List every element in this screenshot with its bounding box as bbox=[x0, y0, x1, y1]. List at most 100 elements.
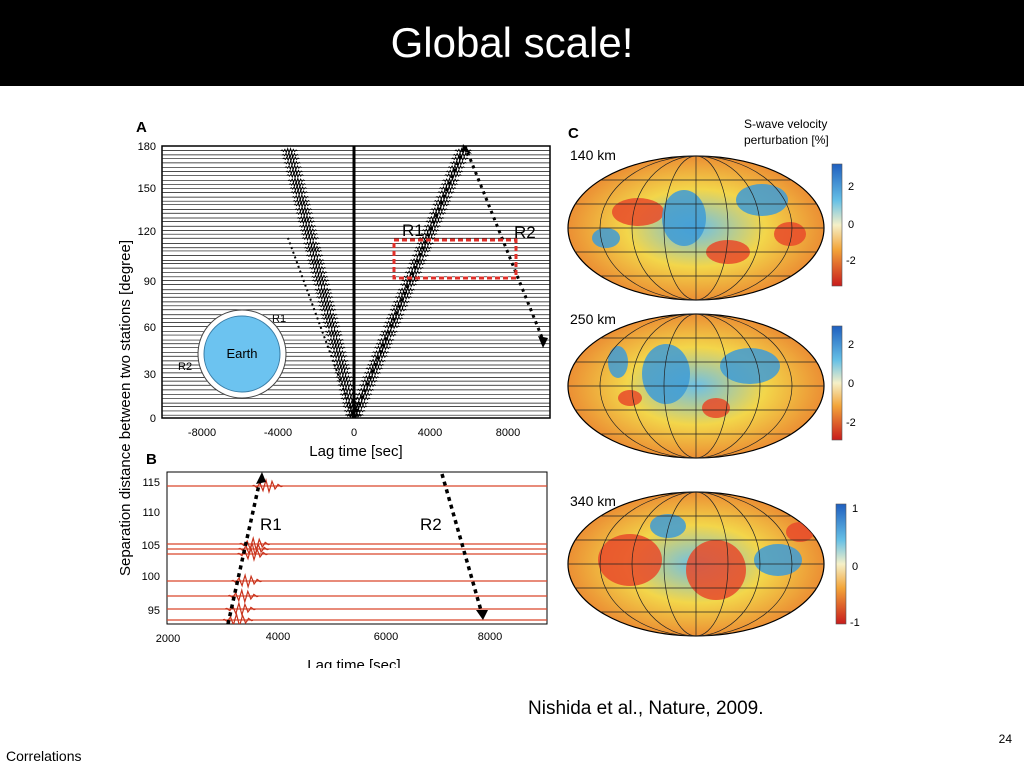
anomaly-patch bbox=[754, 544, 802, 576]
page-number: 24 bbox=[998, 732, 1012, 746]
r1-arrowhead bbox=[462, 144, 472, 154]
legend-line2: perturbation [%] bbox=[744, 133, 829, 147]
slide-title: Global scale! bbox=[390, 19, 634, 66]
panel-a-xlabel: Lag time [sec] bbox=[309, 443, 402, 460]
anomaly-patch bbox=[686, 540, 746, 600]
map3-depth: 340 km bbox=[570, 493, 616, 509]
b-xtick-8000: 8000 bbox=[478, 631, 502, 643]
b-r1-arrowhead bbox=[256, 472, 266, 484]
figure: A R1 R2 Earth R1 R2 180 150 120 90 60 30… bbox=[110, 108, 890, 668]
a-xtick-m4000: -4000 bbox=[264, 427, 292, 439]
anomaly-patch bbox=[702, 398, 730, 418]
map1-tick-mid: 0 bbox=[848, 219, 854, 231]
b-ytick-110: 110 bbox=[142, 507, 160, 519]
b-xtick-6000: 6000 bbox=[374, 631, 398, 643]
panel-c-label: C bbox=[568, 125, 579, 142]
a-xtick-8000: 8000 bbox=[496, 427, 520, 439]
a-wiggle bbox=[382, 323, 400, 331]
map2-graticule bbox=[568, 313, 824, 459]
r2-arrowhead bbox=[538, 336, 548, 348]
panel-b-r1-label: R1 bbox=[260, 515, 282, 534]
map2-tick-top: 2 bbox=[848, 339, 854, 351]
map3-graticule bbox=[568, 491, 824, 637]
b-wiggle bbox=[252, 477, 283, 495]
b-ytick-95: 95 bbox=[148, 605, 160, 617]
a-ytick-90: 90 bbox=[144, 276, 156, 288]
a-ytick-60: 60 bbox=[144, 322, 156, 334]
a-ytick-120: 120 bbox=[138, 226, 156, 238]
legend-line1: S-wave velocity bbox=[744, 117, 827, 131]
b-xtick-2000: 2000 bbox=[156, 633, 180, 645]
panel-a-x-ticks: -8000 -4000 0 4000 8000 bbox=[188, 427, 520, 439]
anomaly-patch bbox=[786, 522, 814, 542]
b-wiggle bbox=[237, 545, 268, 563]
a-wiggle bbox=[305, 252, 324, 260]
separation-ylabel: Separation distance between two stations… bbox=[117, 240, 134, 576]
a-wiggle bbox=[358, 381, 377, 389]
map3-colorbar bbox=[835, 503, 847, 625]
anomaly-patch bbox=[650, 514, 686, 538]
panel-b-traces bbox=[167, 477, 547, 624]
earth-icon bbox=[203, 315, 281, 393]
anomaly-patch bbox=[662, 190, 706, 246]
b-ytick-115: 115 bbox=[142, 477, 160, 489]
anomaly-patch bbox=[720, 348, 780, 384]
map2-tick-mid: 0 bbox=[848, 378, 854, 390]
b-wiggle bbox=[225, 600, 256, 618]
figure-svg: A R1 R2 Earth R1 R2 180 150 120 90 60 30… bbox=[117, 117, 860, 668]
panel-a-y-ticks: 180 150 120 90 60 30 0 bbox=[138, 141, 156, 425]
footer-label: Correlations bbox=[6, 748, 82, 764]
panel-b-x-ticks: 2000 4000 6000 8000 bbox=[156, 631, 502, 645]
map3-anomalies bbox=[598, 514, 814, 600]
a-ytick-150: 150 bbox=[138, 183, 156, 195]
title-bar: Global scale! bbox=[0, 0, 1024, 86]
map3-tick-top: 1 bbox=[852, 503, 858, 515]
a-ytick-180: 180 bbox=[138, 141, 156, 153]
panel-b-label: B bbox=[146, 451, 157, 468]
left-branch bbox=[287, 237, 355, 419]
map1-colorbar bbox=[831, 163, 843, 287]
anomaly-patch bbox=[598, 534, 662, 586]
inset-r2-label: R2 bbox=[178, 361, 192, 373]
a-wiggle bbox=[353, 395, 371, 403]
b-r2-arrow bbox=[440, 473, 484, 615]
a-wiggle bbox=[411, 252, 429, 260]
a-wiggle bbox=[374, 344, 392, 352]
anomaly-patch bbox=[592, 228, 620, 248]
a-wiggle bbox=[432, 201, 450, 209]
b-ytick-105: 105 bbox=[142, 540, 160, 552]
a-xtick-4000: 4000 bbox=[418, 427, 442, 439]
panel-b-y-ticks: 115 110 105 100 95 bbox=[142, 477, 160, 617]
map2-tick-bot: -2 bbox=[846, 417, 856, 429]
anomaly-patch bbox=[736, 184, 788, 216]
highlight-box bbox=[392, 238, 518, 280]
panel-b-frame bbox=[166, 471, 548, 625]
anomaly-patch bbox=[612, 198, 664, 226]
b-r2-arrowhead bbox=[476, 610, 488, 620]
a-xtick-0: 0 bbox=[351, 427, 357, 439]
anomaly-patch bbox=[618, 390, 642, 406]
a-ytick-30: 30 bbox=[144, 369, 156, 381]
citation: Nishida et al., Nature, 2009. bbox=[528, 698, 764, 719]
a-xtick-m8000: -8000 bbox=[188, 427, 216, 439]
panel-b-r2-label: R2 bbox=[420, 515, 442, 534]
map2-colorbar bbox=[831, 325, 843, 441]
earth-label: Earth bbox=[226, 346, 257, 361]
panel-a-r1-label: R1 bbox=[402, 221, 424, 240]
panel-a-label: A bbox=[136, 119, 147, 136]
map3-tick-mid: 0 bbox=[852, 561, 858, 573]
map1-depth: 140 km bbox=[570, 147, 616, 163]
panel-b-xlabel: Lag time [sec] bbox=[307, 657, 400, 668]
inset-r1-label: R1 bbox=[272, 313, 286, 325]
map1-graticule bbox=[568, 155, 824, 301]
panel-a-r2-label: R2 bbox=[514, 223, 536, 242]
b-xtick-4000: 4000 bbox=[266, 631, 290, 643]
a-wiggle bbox=[437, 188, 455, 196]
a-wiggle bbox=[413, 247, 431, 255]
map3-tick-bot: -1 bbox=[850, 617, 860, 629]
b-r1-arrow bbox=[226, 479, 262, 625]
a-ytick-0: 0 bbox=[150, 413, 156, 425]
a-wiggle bbox=[379, 331, 397, 339]
map2-anomalies bbox=[608, 344, 780, 418]
map1-tick-top: 2 bbox=[848, 181, 854, 193]
